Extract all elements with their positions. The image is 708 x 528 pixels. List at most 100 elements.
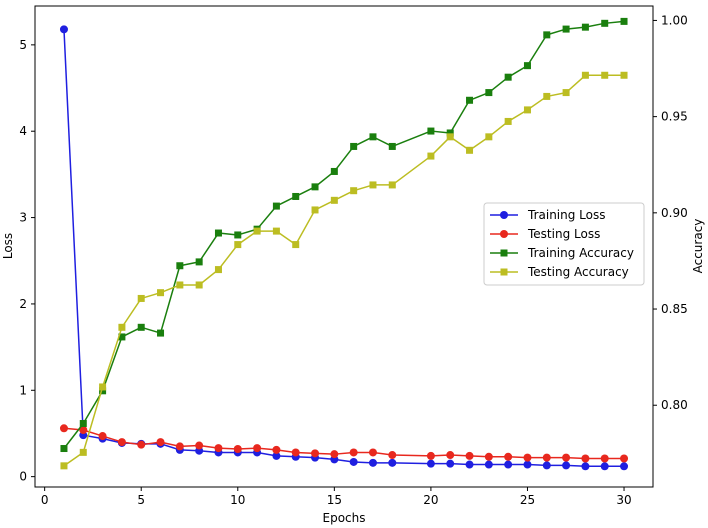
data-point-testing-accuracy xyxy=(176,281,184,289)
data-point-testing-accuracy xyxy=(214,266,222,274)
data-point-testing-loss xyxy=(504,452,513,461)
data-point-testing-accuracy xyxy=(369,181,377,189)
data-point-training-loss xyxy=(620,462,629,471)
data-point-testing-loss xyxy=(233,445,242,454)
data-point-training-accuracy xyxy=(369,133,377,141)
data-point-testing-loss xyxy=(484,452,493,461)
data-point-testing-accuracy xyxy=(253,227,261,235)
legend-marker-testing-accuracy xyxy=(500,268,508,276)
data-point-testing-loss xyxy=(156,438,165,447)
y-right-tick-label: 0.85 xyxy=(661,302,688,316)
data-point-testing-accuracy xyxy=(543,92,551,100)
data-point-testing-accuracy xyxy=(427,152,435,160)
data-point-training-accuracy xyxy=(446,129,454,137)
data-point-training-accuracy xyxy=(118,333,126,341)
data-point-testing-loss xyxy=(137,440,146,449)
data-point-training-accuracy xyxy=(620,17,628,25)
data-point-testing-loss xyxy=(311,449,320,458)
data-point-training-loss xyxy=(349,457,358,466)
legend-marker-training-loss xyxy=(500,211,508,219)
data-point-training-loss xyxy=(542,461,551,470)
data-point-training-accuracy xyxy=(581,23,589,31)
data-point-testing-loss xyxy=(446,451,455,460)
y-left-axis-ticks: 0 1 2 3 4 5 xyxy=(19,38,35,484)
legend-marker-testing-loss xyxy=(500,230,508,238)
legend-label-testing-accuracy: Testing Accuracy xyxy=(527,265,629,279)
data-point-training-loss xyxy=(446,459,455,468)
data-point-training-accuracy xyxy=(601,19,609,27)
data-point-training-loss xyxy=(272,451,281,460)
data-point-training-loss xyxy=(484,460,493,469)
data-point-testing-loss xyxy=(59,424,68,433)
data-point-testing-accuracy xyxy=(446,133,454,141)
data-point-training-accuracy xyxy=(543,31,551,39)
data-point-testing-loss xyxy=(272,445,281,454)
data-point-testing-loss xyxy=(620,454,629,463)
legend-marker-training-accuracy xyxy=(500,249,508,257)
data-point-training-loss xyxy=(581,462,590,471)
data-point-testing-loss xyxy=(426,451,435,460)
data-point-training-accuracy xyxy=(466,96,474,104)
data-point-testing-loss xyxy=(330,450,339,459)
data-point-testing-accuracy xyxy=(292,241,300,249)
data-point-testing-accuracy xyxy=(234,241,242,249)
y-right-axis-ticks: 0.80 0.85 0.90 0.95 1.00 xyxy=(653,13,688,412)
data-point-training-accuracy xyxy=(272,202,280,210)
data-point-training-loss xyxy=(504,460,513,469)
data-point-training-loss xyxy=(562,461,571,470)
data-point-training-loss xyxy=(465,460,474,469)
data-point-training-accuracy xyxy=(562,25,570,33)
data-point-testing-accuracy xyxy=(60,462,68,470)
data-point-testing-loss xyxy=(368,448,377,457)
data-point-testing-accuracy xyxy=(562,89,570,97)
series-training-accuracy xyxy=(60,17,628,453)
data-point-testing-accuracy xyxy=(99,383,107,391)
data-point-training-accuracy xyxy=(485,89,493,97)
y-left-axis-label: Loss xyxy=(1,233,15,259)
data-point-training-accuracy xyxy=(195,258,203,266)
data-point-testing-loss xyxy=(388,451,397,460)
data-point-testing-accuracy xyxy=(601,71,609,79)
y-left-tick-label: 0 xyxy=(19,470,27,484)
data-point-testing-accuracy xyxy=(466,146,474,154)
data-point-testing-loss xyxy=(600,454,609,463)
y-right-tick-label: 0.95 xyxy=(661,110,688,124)
data-point-testing-loss xyxy=(117,438,126,447)
series-layer xyxy=(59,17,629,471)
x-tick-label: 15 xyxy=(327,493,342,507)
x-tick-label: 10 xyxy=(230,493,245,507)
data-point-testing-loss xyxy=(562,453,571,462)
x-tick-label: 0 xyxy=(41,493,49,507)
data-point-testing-loss xyxy=(98,432,107,441)
data-point-training-accuracy xyxy=(292,192,300,200)
data-point-testing-accuracy xyxy=(311,206,319,214)
x-tick-label: 20 xyxy=(423,493,438,507)
y-right-tick-label: 1.00 xyxy=(661,13,688,27)
data-point-training-accuracy xyxy=(60,445,68,453)
data-point-testing-accuracy xyxy=(504,117,512,125)
data-point-testing-loss xyxy=(79,426,88,435)
data-point-training-accuracy xyxy=(214,229,222,237)
x-tick-label: 25 xyxy=(520,493,535,507)
data-point-testing-accuracy xyxy=(157,289,165,297)
y-left-tick-label: 3 xyxy=(19,211,27,225)
data-point-training-accuracy xyxy=(79,420,87,428)
y-left-tick-label: 4 xyxy=(19,124,27,138)
data-point-testing-loss xyxy=(349,448,358,457)
y-left-tick-label: 2 xyxy=(19,297,27,311)
data-point-testing-loss xyxy=(195,441,204,450)
data-point-training-loss xyxy=(368,458,377,467)
data-point-testing-loss xyxy=(542,453,551,462)
data-point-testing-loss xyxy=(465,451,474,460)
data-point-testing-accuracy xyxy=(620,71,628,79)
legend-label-training-accuracy: Training Accuracy xyxy=(527,246,634,260)
data-point-training-accuracy xyxy=(523,62,531,70)
legend-label-training-loss: Training Loss xyxy=(527,208,605,222)
data-point-training-accuracy xyxy=(350,142,358,150)
data-point-testing-accuracy xyxy=(118,323,126,331)
data-point-testing-accuracy xyxy=(137,294,145,302)
data-point-training-accuracy xyxy=(427,127,435,135)
data-point-training-accuracy xyxy=(504,73,512,81)
data-point-testing-accuracy xyxy=(350,187,358,195)
